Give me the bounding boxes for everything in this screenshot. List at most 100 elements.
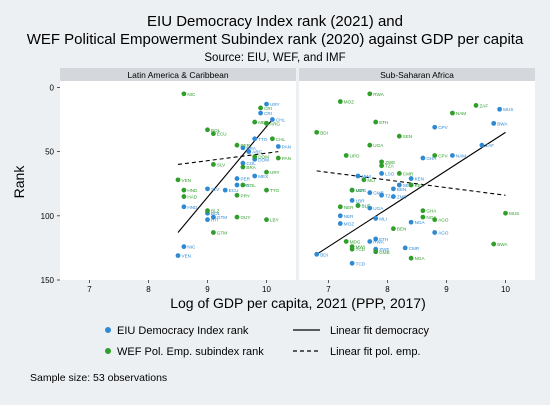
wef-point bbox=[240, 182, 246, 188]
democracy-point-label: GHA bbox=[426, 156, 437, 161]
democracy-point bbox=[367, 205, 373, 211]
democracy-point bbox=[432, 124, 438, 130]
democracy-point bbox=[391, 186, 396, 192]
wef-point-label: NER bbox=[344, 205, 354, 210]
wef-point-label: CRI bbox=[264, 106, 272, 111]
wef-point bbox=[314, 129, 320, 135]
x-tick-label: 7 bbox=[87, 285, 92, 294]
democracy-point bbox=[175, 253, 181, 259]
wef-point-label: UGA bbox=[373, 143, 384, 148]
democracy-point bbox=[211, 214, 216, 220]
democracy-point-label: NAM bbox=[456, 153, 466, 158]
wef-point-label: GTM bbox=[217, 230, 227, 235]
wef-point bbox=[211, 230, 216, 235]
democracy-point bbox=[246, 149, 252, 155]
wef-point-label: MEX bbox=[258, 120, 268, 125]
democracy-point bbox=[205, 186, 210, 192]
x-axis-label: Log of GDP per capita, 2021 (PPP, 2017) bbox=[170, 295, 426, 311]
wef-point bbox=[343, 239, 349, 244]
wef-point bbox=[337, 99, 343, 104]
x-tick-label: 10 bbox=[501, 285, 510, 294]
democracy-point-label: ZWE bbox=[379, 247, 389, 252]
wef-point bbox=[355, 203, 361, 208]
democracy-point-label: GMB bbox=[373, 191, 383, 196]
democracy-point-label: ZMB bbox=[397, 195, 407, 200]
x-axis-sub-saharan-africa: 7 8 9 10 bbox=[326, 280, 510, 294]
x-tick-label: 9 bbox=[444, 285, 449, 294]
wef-point bbox=[234, 192, 240, 198]
x-tick-label: 8 bbox=[146, 285, 151, 294]
panel-plot-latin-america: CHLURYCRIPANTTOARGBRACOLMEXPERDOMPRYECUS… bbox=[175, 91, 291, 259]
democracy-point bbox=[337, 213, 343, 219]
wef-point bbox=[361, 177, 367, 183]
wef-point bbox=[373, 119, 379, 125]
sample-size-note: Sample size: 53 observations bbox=[30, 372, 167, 384]
wef-point-label: BLZ bbox=[211, 209, 220, 214]
x-axis-latin-america: 7 8 9 10 bbox=[87, 280, 271, 294]
wef-point bbox=[181, 194, 187, 199]
wef-point bbox=[252, 154, 258, 160]
x-tick-label: 8 bbox=[385, 285, 390, 294]
legend-wef-marker bbox=[105, 348, 111, 354]
democracy-point bbox=[264, 101, 269, 107]
wef-point bbox=[373, 249, 379, 255]
democracy-point-label: HTI bbox=[211, 218, 218, 223]
democracy-point-label: CMR bbox=[409, 246, 420, 251]
wef-point-label: RWA bbox=[373, 92, 384, 97]
wef-point-label: MLI bbox=[367, 178, 375, 183]
wef-point-label: PAN bbox=[282, 156, 291, 161]
democracy-point bbox=[396, 182, 402, 188]
wef-point bbox=[503, 210, 508, 216]
legend-democracy-marker bbox=[105, 327, 111, 333]
democracy-point-label: SLV bbox=[211, 187, 220, 192]
democracy-point bbox=[275, 144, 281, 149]
wef-point bbox=[211, 131, 216, 137]
wef-point-label: NIC bbox=[187, 92, 196, 97]
wef-point-label: TCD bbox=[356, 247, 366, 252]
chart-source: Source: EIU, WEF, and IMF bbox=[204, 52, 345, 64]
wef-point bbox=[337, 204, 343, 210]
wef-point bbox=[367, 142, 373, 148]
democracy-point bbox=[240, 145, 246, 151]
democracy-point bbox=[408, 219, 414, 225]
x-tick-label: 7 bbox=[326, 285, 331, 294]
wef-point-label: ECU bbox=[217, 132, 227, 137]
wef-point-label: GHA bbox=[426, 209, 437, 214]
wef-point-label: BEN bbox=[397, 227, 406, 232]
legend: EIU Democracy Index rank WEF Pol. Emp. s… bbox=[105, 325, 430, 358]
democracy-point-label: BEN bbox=[397, 187, 406, 192]
wef-point bbox=[264, 217, 269, 223]
democracy-point-label: MLI bbox=[379, 216, 387, 221]
democracy-point bbox=[349, 198, 355, 203]
democracy-point bbox=[252, 173, 258, 179]
panel-plot-sub-saharan-africa: MUSCPVBWAZAFNAMGHALSOSENKENMWIMDGGMBZMBT… bbox=[314, 91, 519, 266]
democracy-point-label: MEX bbox=[258, 174, 268, 179]
wef-point bbox=[408, 182, 414, 188]
wef-point bbox=[420, 214, 426, 220]
wef-point-label: VEN bbox=[182, 178, 191, 183]
democracy-point-label: PER bbox=[241, 177, 251, 182]
wef-point-label: BOL bbox=[211, 128, 221, 133]
democracy-point bbox=[222, 187, 228, 193]
wef-point bbox=[408, 255, 414, 261]
wef-point bbox=[450, 110, 455, 116]
democracy-point bbox=[234, 176, 240, 181]
wef-point-label: ETH bbox=[379, 120, 388, 125]
wef-point bbox=[396, 133, 402, 139]
wef-point bbox=[491, 241, 497, 247]
wef-point bbox=[420, 208, 426, 214]
wef-point bbox=[349, 246, 355, 252]
democracy-point-label: UGA bbox=[373, 206, 384, 211]
chart-title-line2: WEF Political Empowerment Subindex rank … bbox=[27, 31, 524, 48]
wef-point-label: SLV bbox=[217, 162, 226, 167]
y-axis: 0 50 100 150 bbox=[41, 83, 60, 285]
democracy-point-label: SEN bbox=[403, 183, 412, 188]
democracy-point-label: CHL bbox=[276, 118, 286, 123]
democracy-point bbox=[479, 142, 485, 148]
wef-point bbox=[181, 91, 187, 97]
wef-point bbox=[264, 187, 269, 193]
wef-point bbox=[211, 162, 216, 167]
democracy-point-label: URY bbox=[270, 102, 280, 107]
wef-point-label: ZAF bbox=[480, 103, 489, 108]
